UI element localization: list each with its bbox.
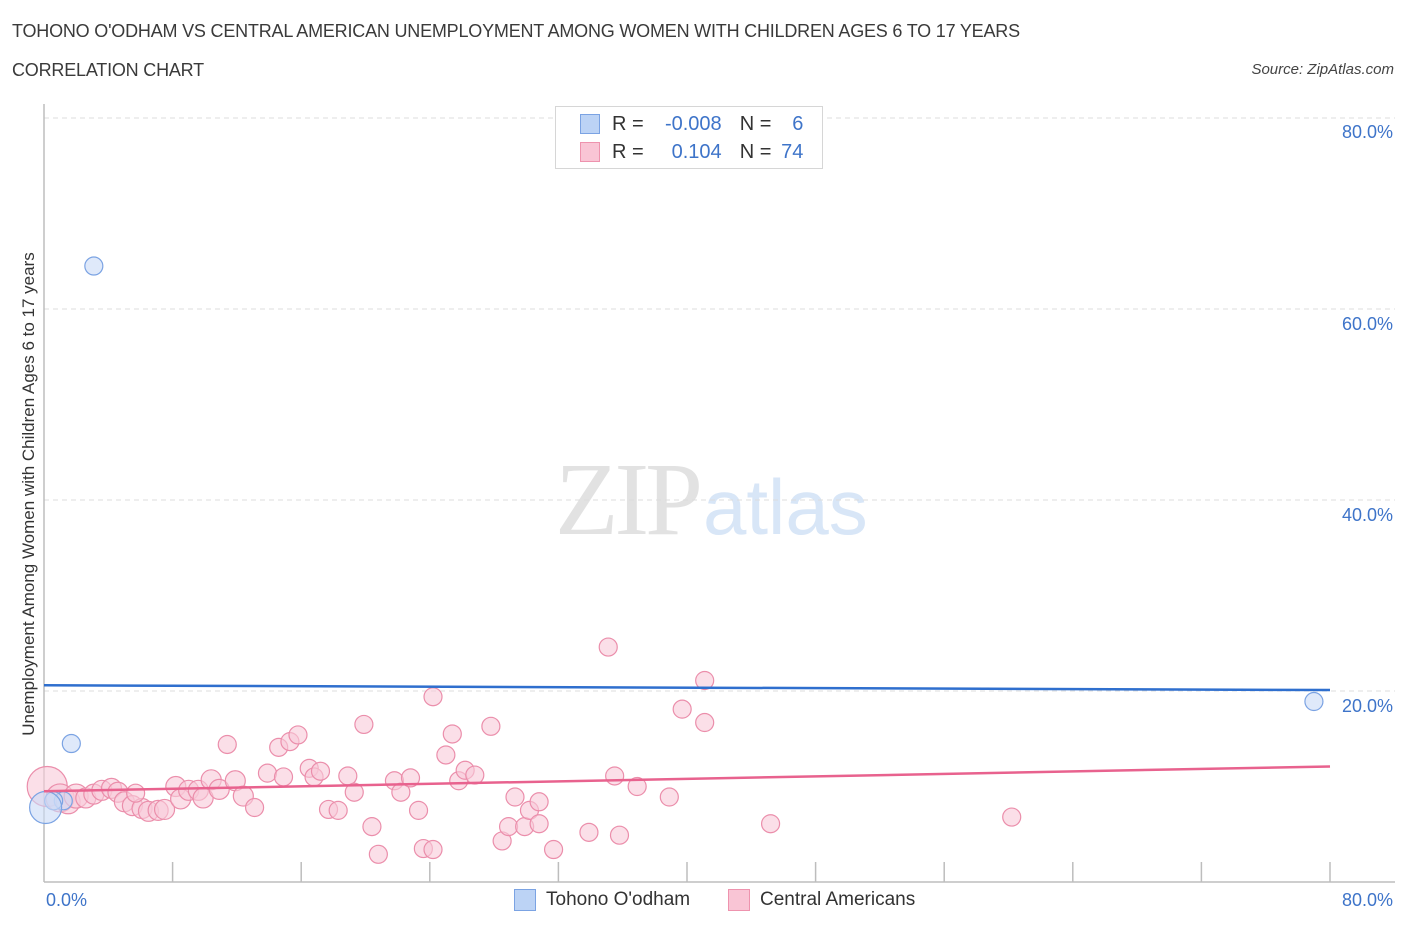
data-point[interactable] <box>436 745 456 765</box>
y-tick-20: 20.0% <box>1341 696 1393 716</box>
r-value: 0.104 <box>671 140 722 163</box>
pink-swatch-icon <box>580 142 600 162</box>
data-point[interactable] <box>609 825 630 845</box>
data-point[interactable] <box>408 800 429 820</box>
data-point[interactable] <box>695 670 715 691</box>
r-label: R = <box>612 140 644 163</box>
data-point[interactable] <box>579 822 599 842</box>
legend-item-central-americans[interactable]: Central Americans <box>728 889 915 911</box>
data-point[interactable] <box>362 817 382 837</box>
data-point[interactable] <box>465 765 485 785</box>
data-point[interactable] <box>288 725 308 745</box>
stats-row-central-americans: R = 0.104 N = 74 <box>580 140 803 164</box>
tohono-oodham-trend-line <box>43 684 1331 692</box>
data-point[interactable] <box>598 637 618 657</box>
legend-label: Tohono O'odham <box>546 889 691 910</box>
data-point[interactable] <box>498 817 519 837</box>
data-point[interactable] <box>760 814 781 834</box>
blue-swatch-icon <box>514 889 536 911</box>
central-americans-trend-line <box>43 765 1331 793</box>
data-point[interactable] <box>400 768 421 788</box>
x-tick-min: 0.0% <box>46 890 88 910</box>
data-point[interactable] <box>543 839 564 860</box>
data-point[interactable] <box>1002 807 1022 827</box>
y-axis-label: Unemployment Among Women with Children A… <box>19 252 38 736</box>
data-point[interactable] <box>627 776 647 797</box>
axes <box>43 104 1395 883</box>
data-point[interactable] <box>1304 691 1324 712</box>
data-point[interactable] <box>257 763 278 783</box>
data-point[interactable] <box>481 716 501 736</box>
central-americans-points <box>26 637 1022 864</box>
data-point[interactable] <box>605 766 625 786</box>
data-point[interactable] <box>310 761 331 781</box>
y-tick-60: 60.0% <box>1341 314 1393 334</box>
data-point[interactable] <box>529 814 549 834</box>
data-point[interactable] <box>505 787 525 807</box>
data-point[interactable] <box>529 792 549 812</box>
y-tick-80: 80.0% <box>1341 122 1393 142</box>
data-point[interactable] <box>344 782 364 802</box>
data-point[interactable] <box>84 256 104 276</box>
trend-lines <box>43 684 1331 793</box>
data-point[interactable] <box>442 724 462 744</box>
data-point[interactable] <box>61 733 81 754</box>
x-tick-max: 80.0% <box>1341 890 1393 910</box>
chart-subtitle: CORRELATION CHART <box>12 60 204 80</box>
data-point[interactable] <box>328 800 348 820</box>
data-point[interactable] <box>244 797 265 818</box>
n-label: N = <box>739 112 772 135</box>
pink-swatch-icon <box>728 889 750 911</box>
stats-row-tohono: R = -0.008 N = 6 <box>580 112 803 136</box>
blue-swatch-icon <box>580 114 600 134</box>
y-tick-40: 40.0% <box>1341 505 1393 525</box>
data-point[interactable] <box>423 687 443 707</box>
data-point[interactable] <box>217 734 237 755</box>
data-point[interactable] <box>423 839 443 860</box>
data-point[interactable] <box>695 712 715 733</box>
legend-label: Central Americans <box>760 889 916 910</box>
r-value: -0.008 <box>664 112 722 135</box>
data-point[interactable] <box>368 844 388 864</box>
data-point[interactable] <box>672 699 692 719</box>
n-value: 74 <box>781 140 804 163</box>
tohono-oodham-points <box>29 256 1324 825</box>
n-label: N = <box>739 140 772 163</box>
data-point[interactable] <box>659 787 679 807</box>
n-value: 6 <box>792 112 804 135</box>
data-point[interactable] <box>153 798 176 821</box>
data-point[interactable] <box>338 766 358 786</box>
stats-legend: R = -0.008 N = 6 R = 0.104 N = 74 <box>555 106 823 169</box>
gridlines <box>44 117 1395 692</box>
watermark-atlas: atlas <box>703 463 868 551</box>
source-label: Source: ZipAtlas.com <box>1251 61 1394 78</box>
data-point[interactable] <box>126 783 146 803</box>
legend-item-tohono-oodham[interactable]: Tohono O'odham <box>514 889 690 911</box>
data-point[interactable] <box>354 714 374 735</box>
data-point[interactable] <box>273 767 294 787</box>
data-point[interactable] <box>29 790 63 825</box>
chart-title: TOHONO O'ODHAM VS CENTRAL AMERICAN UNEMP… <box>12 21 1020 41</box>
r-label: R = <box>612 112 644 135</box>
